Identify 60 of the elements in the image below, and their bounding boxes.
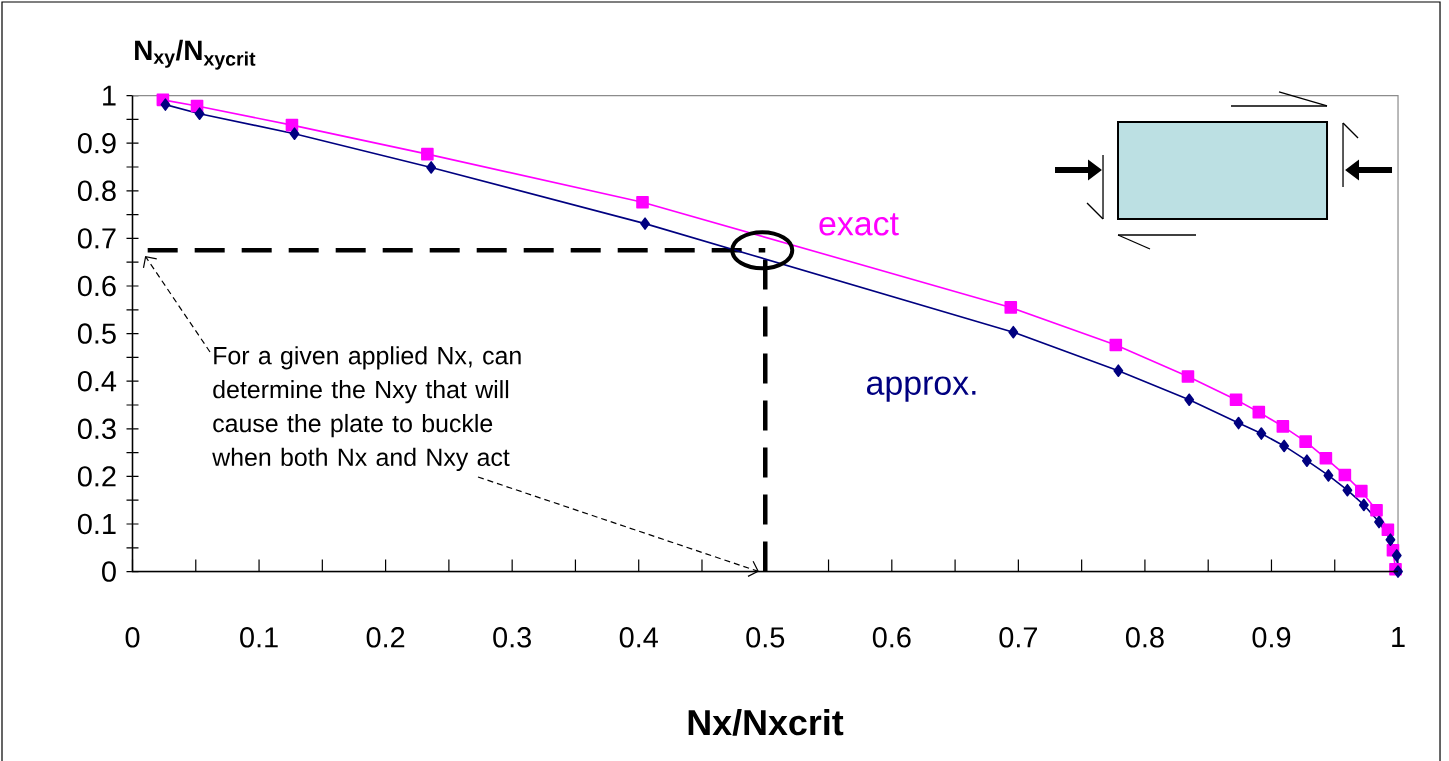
x-tick-label: 0.7	[999, 627, 1037, 648]
series-label: approx.	[867, 376, 976, 402]
point	[1381, 523, 1395, 537]
point	[1008, 325, 1019, 339]
point	[1342, 483, 1353, 497]
point	[160, 98, 171, 111]
point	[1355, 484, 1368, 498]
y-tick-label: 0.5	[77, 323, 116, 344]
y-tick-label: 1	[103, 85, 116, 106]
point	[1338, 468, 1352, 482]
point	[1004, 301, 1018, 314]
y-tick-label: 0	[102, 561, 116, 582]
x-tick-label: 0.5	[746, 627, 785, 648]
x-tick-label: 0.4	[619, 627, 658, 648]
x-tick-label: 0.9	[1252, 627, 1291, 648]
annotation: For a given applied Nx, can determine the Nxy that will cause the plate to buckle when both Nx and Nxy act	[212, 346, 521, 472]
series-label: exact	[819, 213, 899, 236]
point	[1391, 549, 1402, 562]
x-axis-title: Nx/Nxcrit	[688, 709, 844, 736]
point	[1252, 405, 1266, 419]
point	[640, 217, 650, 230]
point	[636, 195, 649, 209]
x-tick-label: 0	[125, 627, 140, 648]
point	[1279, 439, 1290, 453]
y-axis-title: N$_{xy}$/N$_{xycrit}$	[135, 39, 256, 70]
point	[421, 147, 434, 161]
y-tick-label: 0.2	[77, 466, 116, 487]
point	[1323, 469, 1334, 482]
point	[1276, 420, 1290, 433]
x-tick-label: 0.3	[493, 627, 531, 648]
x-tick-label: 1	[1392, 627, 1405, 647]
y-tick-label: 0.3	[77, 418, 116, 440]
point	[1181, 370, 1195, 383]
point	[1229, 393, 1243, 407]
x-tick-label: 0.6	[872, 627, 911, 648]
x-tick-label: 0.8	[1125, 627, 1164, 648]
y-tick-label: 0.1	[77, 513, 116, 535]
x-tick-label: 0.2	[366, 627, 405, 648]
y-tick-label: 0.8	[77, 180, 116, 202]
point	[1299, 435, 1312, 448]
point	[289, 127, 300, 140]
point	[1109, 338, 1123, 352]
y-tick-label: 0.9	[77, 132, 116, 154]
point	[1374, 515, 1384, 529]
point	[1370, 503, 1383, 517]
x-tick-label: 0.1	[240, 627, 278, 648]
point	[1385, 533, 1396, 546]
y-tick-label: 0.7	[77, 228, 116, 249]
point	[1233, 416, 1244, 430]
point	[1301, 454, 1312, 467]
point	[426, 161, 437, 174]
point	[1256, 427, 1267, 440]
y-tick-label: 0.6	[77, 275, 116, 297]
point	[1358, 498, 1369, 512]
y-tick-label: 0.4	[77, 370, 117, 392]
point	[1184, 393, 1195, 407]
point	[1113, 364, 1124, 378]
point	[1393, 565, 1403, 578]
point	[1319, 452, 1333, 465]
point	[194, 107, 205, 120]
